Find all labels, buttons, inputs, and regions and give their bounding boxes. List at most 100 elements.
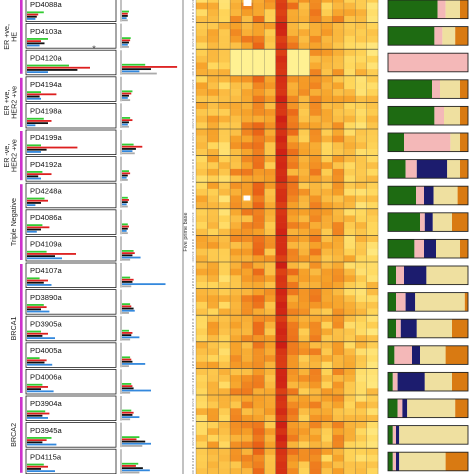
heatmap-cell (207, 182, 220, 190)
five-prime-base-label: A (192, 197, 194, 201)
bar-red (122, 225, 129, 228)
proportion-bar (387, 318, 469, 339)
heatmap-cell (230, 0, 242, 3)
heatmap-cell (196, 388, 208, 396)
heatmap-cell (218, 129, 231, 136)
heatmap-cell (332, 0, 345, 3)
heatmap-cell (252, 421, 265, 429)
heatmap-cell (230, 82, 242, 90)
heatmap-cell (264, 89, 276, 97)
heatmap-cell (241, 175, 254, 183)
heatmap-cell (275, 262, 288, 269)
heatmap-cell (332, 268, 345, 276)
five-prime-base-label: T (192, 419, 194, 423)
heatmap-cell (355, 441, 367, 449)
heatmap-cell (287, 315, 299, 323)
heatmap-cell (275, 69, 288, 77)
heatmap-cell (332, 175, 345, 183)
five-prime-base-label: G (192, 203, 195, 207)
heatmap-cell (366, 288, 379, 296)
five-prime-base-label: G (192, 5, 195, 9)
bar-black (122, 387, 134, 390)
sample-box (25, 368, 117, 395)
heatmap-cell (355, 468, 367, 474)
heatmap-cell (355, 82, 367, 90)
heatmap-cell (275, 188, 288, 196)
bar-grey (122, 338, 131, 341)
heatmap-cell (355, 95, 367, 103)
five-prime-base-label: C (192, 2, 194, 6)
heatmap-cell (321, 408, 333, 416)
proportion-segment (455, 399, 468, 418)
heatmap-cell (343, 468, 356, 474)
bar-grey (122, 125, 129, 128)
bar-red (122, 172, 131, 175)
heatmap-cell (332, 29, 345, 37)
heatmap-cell (366, 434, 379, 442)
heatmap-cell (264, 2, 276, 10)
heatmap-cell (298, 315, 311, 323)
heatmap-cell (196, 301, 208, 309)
heatmap-cell (332, 381, 345, 389)
heatmap-cell (207, 29, 220, 37)
heatmap-cell (241, 381, 254, 389)
heatmap-cell (196, 395, 208, 402)
heatmap-cell (230, 15, 242, 23)
heatmap-cell (241, 62, 254, 70)
heatmap-cell (321, 414, 333, 422)
bar-black (122, 174, 128, 177)
heatmap-cell (252, 301, 265, 309)
heatmap-cell (287, 335, 299, 343)
heatmap-cell (218, 29, 231, 37)
heatmap-cell (355, 215, 367, 223)
heatmap-cell (298, 301, 311, 309)
heatmap-cell (252, 62, 265, 70)
proportion-segment (388, 0, 438, 19)
five-prime-base-label: A (192, 64, 194, 68)
proportion-segment (388, 292, 396, 312)
heatmap-cell (252, 448, 265, 456)
heatmap-cell (321, 434, 333, 442)
heatmap-cell (298, 82, 311, 90)
heatmap-cell (207, 315, 220, 323)
heatmap-cell (230, 208, 242, 216)
five-prime-base-label: T (192, 339, 194, 343)
heatmap-cell (275, 82, 288, 90)
heatmap-cell (343, 461, 356, 469)
heatmap-cell (218, 0, 231, 3)
heatmap-cell (264, 175, 276, 183)
five-prime-base-label: T (192, 393, 194, 397)
heatmap-cell (218, 468, 231, 474)
heatmap-cell (321, 388, 333, 396)
heatmap-cell (355, 69, 367, 77)
heatmap-cell (355, 428, 367, 436)
heatmap-cell (355, 182, 367, 190)
heatmap-cell (207, 414, 220, 422)
heatmap-cell (321, 222, 333, 230)
heatmap-cell (275, 135, 288, 143)
bar-blue (27, 363, 53, 366)
heatmap-cell (298, 461, 311, 469)
proportion-segment (404, 266, 427, 285)
five-prime-base-label: T (192, 180, 194, 184)
bar-blue (122, 17, 127, 20)
proportion-segment (434, 106, 444, 125)
heatmap-cell (207, 361, 220, 369)
heatmap-cell (275, 102, 288, 110)
five-prime-base-label: A (192, 304, 194, 308)
heatmap-cell (287, 242, 299, 249)
bar-green (122, 37, 131, 40)
bar-black (122, 121, 129, 124)
heatmap-cell (287, 35, 299, 43)
heatmap-cell (230, 328, 242, 336)
heatmap-cell (343, 155, 356, 163)
heatmap-cell (241, 321, 254, 329)
heatmap-cell (321, 142, 333, 150)
heatmap-cell (275, 361, 288, 369)
bar-blue (122, 283, 166, 286)
heatmap-cell (355, 208, 367, 216)
heatmap-cell (355, 321, 367, 329)
heatmap-cell (252, 321, 265, 329)
proportion-segment (405, 292, 416, 312)
heatmap-cell (298, 29, 311, 37)
